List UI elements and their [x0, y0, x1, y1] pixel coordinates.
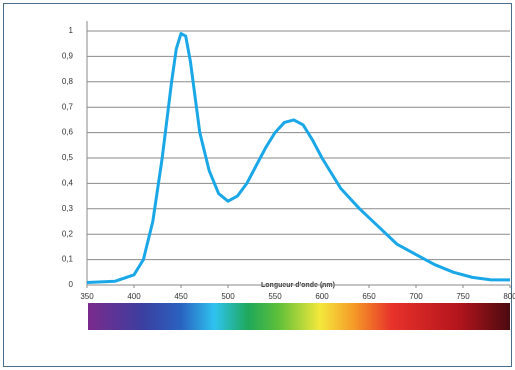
- y-tick-label: 1: [69, 26, 74, 35]
- spectrum-line: [86, 32, 510, 284]
- x-tick-label: 500: [221, 292, 235, 301]
- x-tick-label: 400: [127, 292, 141, 301]
- y-tick-label: 0,7: [62, 102, 74, 111]
- y-tick-label: 0,5: [62, 153, 74, 162]
- y-tick-label: 0,8: [62, 77, 74, 86]
- y-tick-label: 0,2: [62, 229, 74, 238]
- y-tick-label: 0,1: [62, 255, 74, 264]
- frame: [3, 3, 512, 367]
- spectrum-bar: [88, 303, 510, 330]
- y-tick-label: 0,6: [62, 128, 74, 137]
- x-tick-label: 550: [268, 292, 282, 301]
- y-tick-label: 0,9: [62, 52, 74, 61]
- x-tick-label: 650: [362, 292, 376, 301]
- x-tick-label: 800: [503, 292, 515, 301]
- y-tick-label: 0,4: [62, 179, 74, 188]
- x-tick-label: 450: [174, 292, 188, 301]
- x-tick-label: 700: [409, 292, 423, 301]
- x-tick-label: 750: [456, 292, 470, 301]
- y-tick-label: 0: [69, 280, 74, 289]
- x-tick-label: 350: [80, 292, 94, 301]
- x-tick-label: 600: [315, 292, 329, 301]
- y-tick-label: 0,3: [62, 204, 74, 213]
